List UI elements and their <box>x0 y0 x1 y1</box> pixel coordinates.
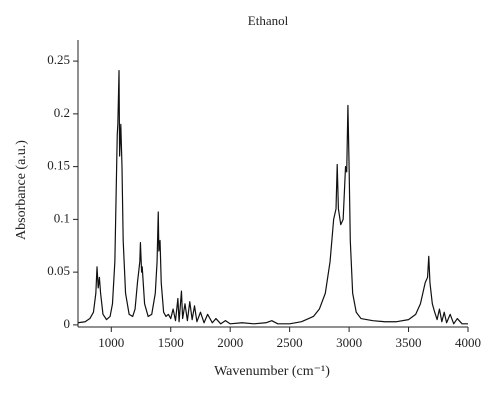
x-tick-label: 1000 <box>98 335 124 350</box>
chart-title: Ethanol <box>248 13 289 28</box>
y-tick-label: 0.1 <box>54 210 70 225</box>
x-tick-label: 3000 <box>336 335 362 350</box>
x-axis-label: Wavenumber (cm⁻¹) <box>214 364 330 379</box>
y-axis-label: Absorbance (a.u.) <box>14 140 29 240</box>
x-tick-label: 1500 <box>158 335 184 350</box>
x-tick-label: 3500 <box>396 335 422 350</box>
x-tick-label: 2000 <box>217 335 243 350</box>
x-tick-label: 4000 <box>455 335 481 350</box>
spectrum-line <box>77 70 468 325</box>
y-tick-label: 0.2 <box>54 105 70 120</box>
y-tick-label: 0 <box>64 316 71 331</box>
y-tick-label: 0.25 <box>47 52 70 67</box>
y-tick-label: 0.05 <box>47 263 70 278</box>
x-tick-label: 2500 <box>277 335 303 350</box>
y-tick-label: 0.15 <box>47 158 70 173</box>
